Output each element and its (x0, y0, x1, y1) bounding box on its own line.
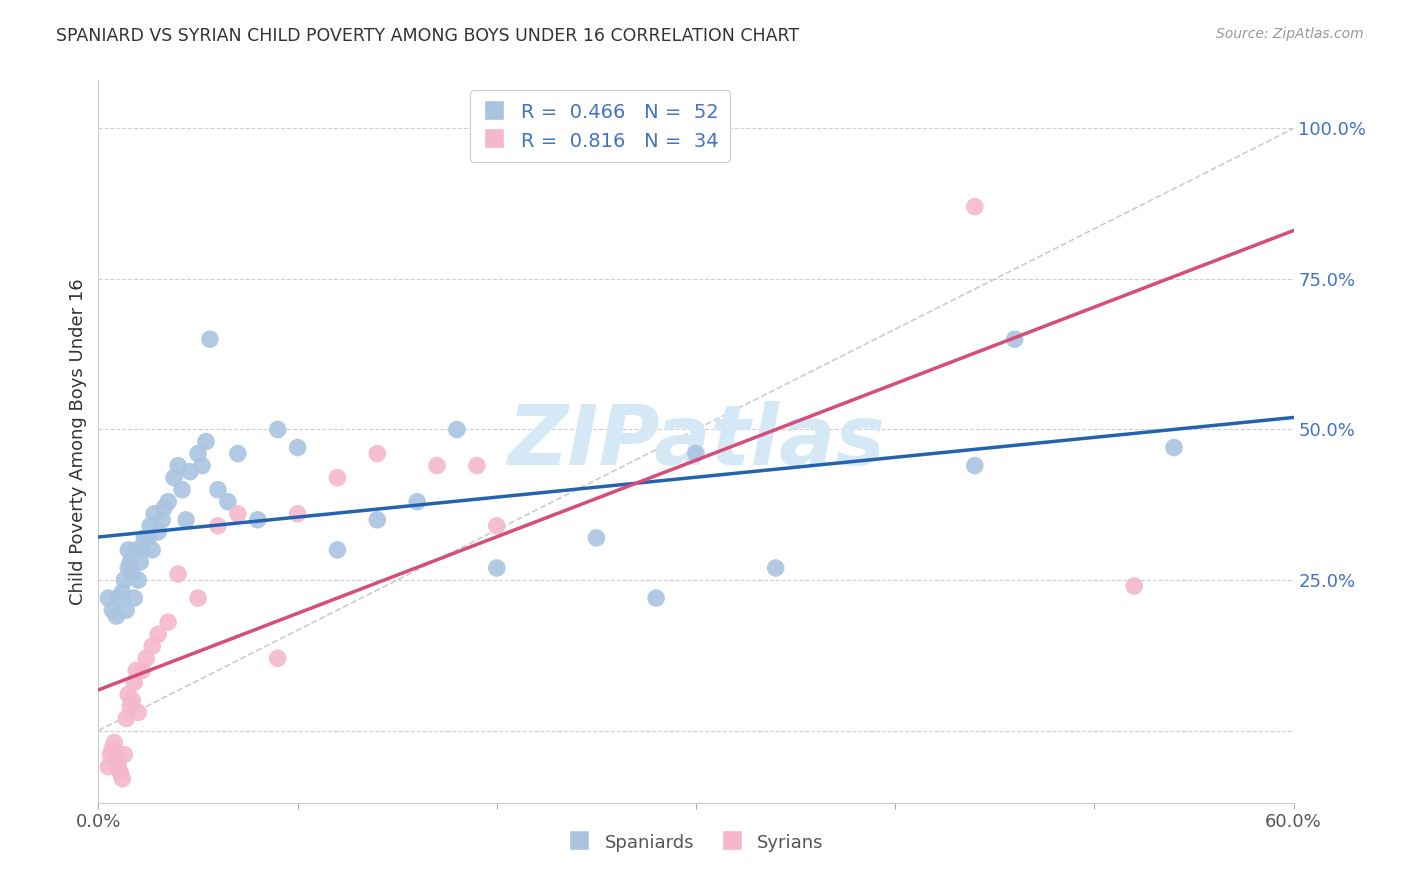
Point (139, 518, 162, 533)
Point (187, 591, 209, 606)
Point (226, 446, 249, 460)
Text: Source: ZipAtlas.com: Source: ZipAtlas.com (1216, 27, 1364, 41)
Point (406, 494, 429, 508)
Point (287, 507, 309, 521)
Point (115, 603, 138, 617)
Point (143, 507, 166, 521)
Point (136, 531, 159, 545)
Point (124, 675, 146, 690)
Point (105, 747, 128, 762)
Point (101, 741, 124, 756)
Point (112, 747, 135, 762)
Point (157, 615, 180, 630)
Point (97, 591, 120, 606)
Point (110, 765, 132, 780)
Point (366, 513, 388, 527)
Point (963, 458, 986, 473)
Point (465, 458, 488, 473)
Point (187, 446, 209, 460)
Point (111, 772, 134, 786)
Point (167, 567, 190, 582)
Point (117, 687, 139, 701)
Point (153, 500, 176, 515)
Point (134, 531, 156, 545)
Point (267, 423, 290, 437)
Point (131, 542, 153, 557)
Point (167, 458, 190, 473)
Y-axis label: Child Poverty Among Boys Under 16: Child Poverty Among Boys Under 16 (69, 278, 87, 605)
Text: SPANIARD VS SYRIAN CHILD POVERTY AMONG BOYS UNDER 16 CORRELATION CHART: SPANIARD VS SYRIAN CHILD POVERTY AMONG B… (56, 27, 800, 45)
Point (179, 465, 201, 479)
Point (115, 712, 138, 726)
Point (125, 664, 148, 678)
Point (267, 651, 290, 665)
Point (148, 627, 170, 641)
Point (107, 760, 129, 774)
Point (117, 542, 139, 557)
Point (127, 573, 149, 587)
Point (111, 585, 134, 599)
Point (446, 423, 468, 437)
Point (124, 591, 146, 606)
Point (207, 483, 229, 497)
Point (131, 664, 153, 678)
Point (103, 735, 125, 749)
Point (172, 483, 194, 497)
Point (127, 706, 149, 720)
Point (120, 699, 142, 714)
Point (217, 494, 239, 508)
Point (287, 441, 309, 455)
Point (141, 542, 163, 557)
Point (121, 567, 143, 582)
Point (121, 693, 143, 707)
Point (125, 542, 148, 557)
Point (485, 518, 508, 533)
Point (426, 458, 449, 473)
Point (141, 639, 163, 653)
Point (120, 555, 142, 569)
Point (685, 446, 707, 460)
Point (198, 332, 221, 346)
Point (148, 524, 170, 539)
Point (326, 471, 349, 485)
Point (226, 507, 249, 521)
Point (191, 458, 214, 473)
Point (585, 531, 607, 545)
Point (157, 494, 180, 508)
Point (246, 513, 269, 527)
Point (1163, 441, 1185, 455)
Point (326, 542, 349, 557)
Point (129, 555, 152, 569)
Point (105, 609, 128, 624)
Point (107, 591, 129, 606)
Point (98, 747, 122, 762)
Point (645, 591, 668, 606)
Point (101, 603, 124, 617)
Point (1123, 579, 1146, 593)
Point (207, 518, 229, 533)
Point (163, 471, 186, 485)
Point (366, 446, 388, 460)
Point (117, 561, 139, 575)
Point (174, 513, 197, 527)
Point (195, 434, 218, 449)
Point (485, 561, 508, 575)
Point (963, 200, 986, 214)
Point (150, 513, 173, 527)
Point (97, 760, 120, 774)
Legend: Spaniards, Syrians: Spaniards, Syrians (561, 825, 831, 859)
Point (1004, 332, 1026, 346)
Point (135, 651, 157, 665)
Point (765, 561, 787, 575)
Point (112, 573, 135, 587)
Text: ZIPatlas: ZIPatlas (508, 401, 884, 482)
